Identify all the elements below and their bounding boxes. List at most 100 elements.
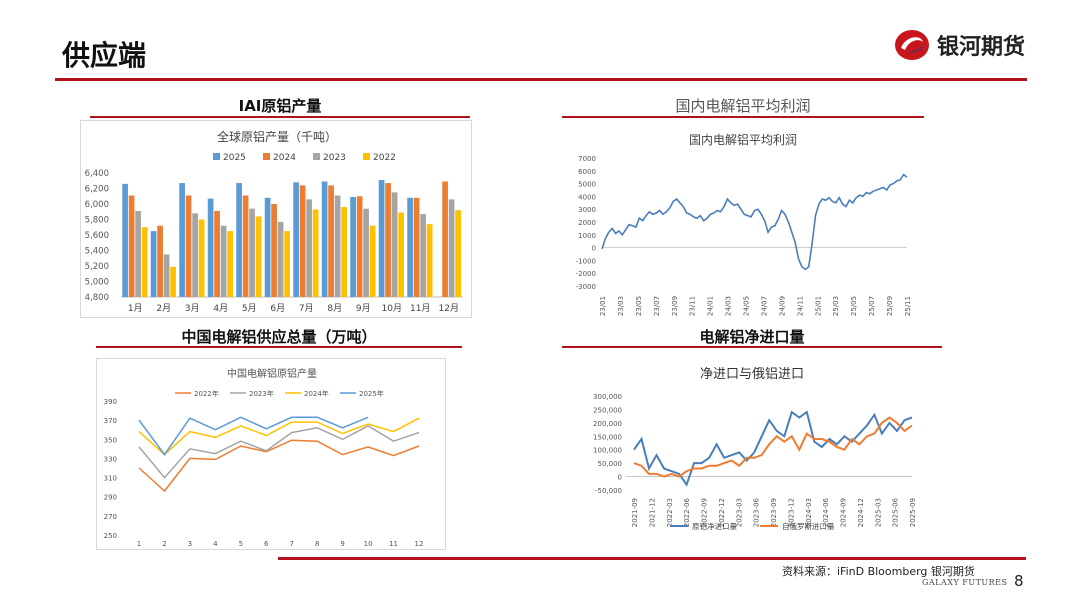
x-tick-label: 4月 [213,303,228,314]
x-tick-label: 3 [188,540,192,548]
china-supply-chart-panel: 中国电解铝原铝产量 2022年 2023年 2024年 2025年 390 370 350… [96,358,446,550]
bar-2023-12月 [448,199,455,297]
y-tick-label: 5,600 [85,231,109,241]
y-tick-label: 5,200 [85,262,109,272]
x-tick-label: 2023-12 [787,498,795,527]
bar-2023-7月 [306,199,312,297]
y-tick-label: 390 [104,398,117,406]
x-tick-label: 2021-12 [648,498,656,527]
y-tick-label: 330 [104,455,117,463]
legend-label-原铝净进口量: 原铝净进口量 [692,521,737,531]
y-tick-label: 4,800 [85,293,109,303]
bar-2024-11月 [413,197,420,297]
bar-2022-4月 [227,231,233,297]
bar-2022-12月 [455,210,461,297]
bar-2025-5月 [236,183,242,297]
bar-2025-11月 [407,197,413,297]
bar-2023-2月 [163,254,170,297]
bar-2025-4月 [207,198,214,297]
footer-divider [278,557,1026,560]
china-supply-line-chart: 中国电解铝原铝产量 2022年 2023年 2024年 2025年 390 370 350… [104,367,424,548]
x-tick-label: 23/01 [599,296,607,316]
x-tick-label: 1月 [128,303,143,314]
x-tick-label: 25/11 [904,296,912,316]
chart-title: 国内电解铝平均利润 [689,132,797,147]
bar-2024-9月 [356,196,363,297]
bar-2023-9月 [363,208,369,297]
y-tick-label: 1000 [578,232,596,240]
x-tick-label: 6 [264,540,269,548]
net-import-chart-panel: 净进口与俄铝进口 300,000 250,000 200,000 150,000 100… [562,358,942,538]
x-tick-label: 2022-09 [701,498,709,527]
x-tick-label: 2024-09 [840,498,848,527]
bar-2022-8月 [341,207,347,297]
x-tick-label: 23/11 [689,296,697,316]
y-tick-label: 6000 [578,168,596,176]
section-rule-iai [90,116,470,118]
y-tick-label: -2000 [576,270,596,278]
bar-2024-12月 [442,181,448,297]
series-line-2024年 [138,417,420,456]
footer-logo-text: GALAXY FUTURES [922,578,1008,587]
y-tick-label: 350 [104,436,117,444]
brand-name: 银河期货 [936,35,1025,60]
y-tick-label: 290 [104,494,117,502]
series-line-2023年 [138,425,420,479]
net-import-line-chart: 净进口与俄铝进口 300,000 250,000 200,000 150,000 100… [593,367,917,531]
y-tick-label: 5,800 [85,216,109,226]
legend-swatch-2024 [263,153,270,160]
y-tick-label: 150,000 [593,433,622,441]
global-aluminium-bar-chart: 全球原铝产量（千吨） 2025 2024 2023 2022 4,800 5,000 5,… [85,129,463,314]
galaxy-logo-icon [894,30,929,60]
bar-2025-6月 [264,197,271,297]
brand-logo: 银河期货 [893,28,1025,62]
x-tick-label: 4 [213,540,218,548]
x-tick-label: 2 [162,540,166,548]
bar-2024-5月 [242,195,249,297]
y-tick-label: 250,000 [593,406,622,414]
y-tick-label: 6,000 [85,200,109,210]
legend-label-2022: 2022 [373,153,396,163]
y-tick-label: 4000 [578,193,596,201]
x-tick-label: 7月 [299,303,314,314]
bar-2022-7月 [312,209,319,297]
x-tick-label: 24/07 [760,296,768,316]
bar-2023-10月 [391,192,398,297]
x-tick-label: 2023-09 [770,498,778,527]
bar-2025-1月 [122,183,128,297]
section-title-china-supply: 中国电解铝供应总量（万吨） [181,328,377,346]
x-tick-label: 23/05 [635,296,643,316]
y-tick-label: 300,000 [593,393,622,401]
x-tick-label: 25/07 [868,296,876,316]
bar-2022-11月 [426,224,433,297]
x-tick-label: 24/09 [778,296,786,316]
legend-label-2022年: 2022年 [194,389,219,398]
y-tick-label: 250 [104,532,117,540]
x-tick-label: 3月 [185,303,200,314]
page-title: 供应端 [62,39,147,72]
bar-2024-1月 [128,195,135,297]
bar-2023-11月 [420,214,426,297]
bar-2024-7月 [299,185,306,297]
profit-series-line [601,173,908,271]
y-tick-label: -3000 [576,283,596,291]
x-tick-label: 24/05 [743,296,751,316]
x-tick-label: 2024-03 [805,498,813,527]
section-rule-profit [562,116,924,118]
page-number: 8 [1014,572,1024,590]
x-tick-label: 2021-09 [631,498,639,527]
bar-2025-9月 [350,197,356,297]
x-tick-label: 23/03 [617,296,625,316]
legend-label-2023年: 2023年 [249,389,274,398]
x-tick-label: 2月 [156,303,171,314]
y-tick-label: 310 [104,475,117,483]
bar-2022-6月 [284,231,290,297]
x-tick-label: 8月 [327,303,342,314]
legend-label-2024年: 2024年 [304,389,329,398]
y-tick-label: 6,200 [85,185,109,195]
legend-swatch-2022 [363,153,370,160]
bar-2023-4月 [220,225,227,297]
x-tick-label: 25/01 [814,296,822,316]
bar-2022-1月 [141,227,148,297]
chart-title: 中国电解铝原铝产量 [227,367,317,380]
